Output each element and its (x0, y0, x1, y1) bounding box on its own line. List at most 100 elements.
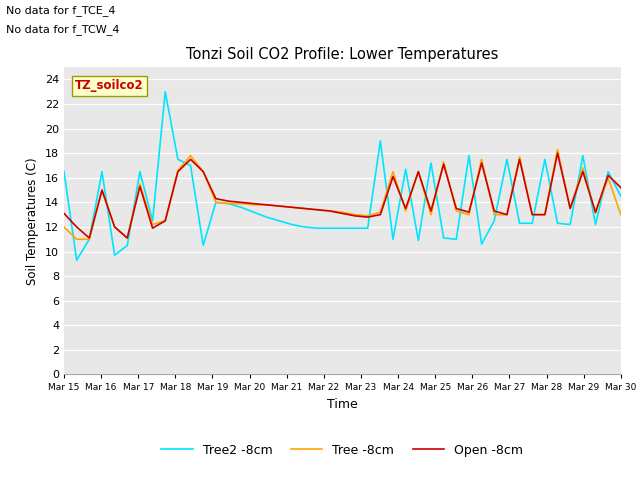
Open -8cm (313, 207, 321, 213)
Tree2 -8cm (212, 200, 220, 205)
Tree -8cm (339, 209, 346, 215)
Tree2 -8cm (301, 224, 308, 230)
Tree2 -8cm (288, 222, 296, 228)
Open -8cm (301, 205, 308, 211)
Tree2 -8cm (351, 225, 359, 231)
Tree -8cm (275, 203, 283, 209)
Tree2 -8cm (503, 156, 511, 162)
Tree -8cm (212, 200, 220, 205)
Open -8cm (554, 150, 561, 156)
Open -8cm (275, 203, 283, 209)
Tree2 -8cm (415, 238, 422, 243)
Open -8cm (529, 212, 536, 217)
Tree2 -8cm (427, 160, 435, 166)
Open -8cm (415, 169, 422, 175)
Tree2 -8cm (262, 214, 270, 220)
Open -8cm (339, 211, 346, 216)
Open -8cm (237, 200, 245, 205)
Tree -8cm (427, 212, 435, 217)
Tree -8cm (579, 165, 587, 171)
Open -8cm (199, 169, 207, 175)
Tree -8cm (617, 212, 625, 217)
Tree -8cm (465, 212, 473, 217)
Open -8cm (604, 172, 612, 178)
Open -8cm (136, 183, 144, 189)
Tree2 -8cm (465, 153, 473, 158)
Tree -8cm (86, 236, 93, 242)
Tree -8cm (591, 211, 599, 216)
Tree2 -8cm (541, 156, 548, 162)
Tree -8cm (187, 153, 195, 158)
Open -8cm (98, 187, 106, 193)
Tree -8cm (452, 208, 460, 214)
Tree -8cm (301, 205, 308, 211)
Open -8cm (124, 235, 131, 241)
Tree -8cm (529, 212, 536, 217)
Open -8cm (440, 161, 447, 167)
Open -8cm (86, 235, 93, 241)
Tree2 -8cm (339, 225, 346, 231)
Open -8cm (566, 205, 574, 211)
Tree2 -8cm (389, 236, 397, 242)
Text: No data for f_TCE_4: No data for f_TCE_4 (6, 5, 116, 16)
Open -8cm (579, 169, 587, 175)
Tree -8cm (174, 168, 182, 173)
Open -8cm (288, 204, 296, 210)
Tree -8cm (364, 213, 372, 219)
Tree -8cm (326, 208, 333, 214)
Open -8cm (402, 205, 410, 211)
Tree -8cm (148, 222, 156, 228)
Open -8cm (490, 208, 498, 214)
Y-axis label: Soil Temperatures (C): Soil Temperatures (C) (26, 157, 39, 285)
Tree2 -8cm (604, 169, 612, 175)
Open -8cm (364, 214, 372, 220)
Tree -8cm (477, 156, 485, 162)
Legend: Tree2 -8cm, Tree -8cm, Open -8cm: Tree2 -8cm, Tree -8cm, Open -8cm (156, 439, 529, 462)
Tree -8cm (237, 201, 245, 206)
Tree -8cm (225, 201, 232, 206)
Tree -8cm (262, 202, 270, 208)
Open -8cm (148, 225, 156, 231)
Tree2 -8cm (60, 169, 68, 175)
Tree -8cm (313, 207, 321, 213)
Tree2 -8cm (124, 242, 131, 248)
Tree -8cm (376, 209, 384, 215)
Tree -8cm (111, 224, 118, 230)
Tree2 -8cm (148, 218, 156, 224)
Tree -8cm (124, 235, 131, 241)
Tree -8cm (250, 202, 258, 208)
Open -8cm (174, 169, 182, 175)
Tree -8cm (351, 212, 359, 217)
Tree2 -8cm (376, 138, 384, 144)
Tree2 -8cm (452, 236, 460, 242)
Open -8cm (250, 201, 258, 206)
Line: Open -8cm: Open -8cm (64, 153, 621, 238)
Tree2 -8cm (174, 156, 182, 162)
Text: No data for f_TCW_4: No data for f_TCW_4 (6, 24, 120, 35)
Tree -8cm (503, 212, 511, 217)
Text: TZ_soilco2: TZ_soilco2 (75, 80, 144, 93)
Open -8cm (262, 202, 270, 208)
Open -8cm (212, 196, 220, 202)
Tree2 -8cm (579, 153, 587, 158)
Tree2 -8cm (326, 225, 333, 231)
Tree2 -8cm (275, 218, 283, 224)
Title: Tonzi Soil CO2 Profile: Lower Temperatures: Tonzi Soil CO2 Profile: Lower Temperatur… (186, 47, 499, 62)
Line: Tree -8cm: Tree -8cm (64, 150, 621, 239)
Open -8cm (516, 156, 524, 162)
Open -8cm (111, 224, 118, 230)
Line: Tree2 -8cm: Tree2 -8cm (64, 92, 621, 260)
Open -8cm (225, 198, 232, 204)
Tree2 -8cm (136, 169, 144, 175)
Tree -8cm (60, 224, 68, 230)
Open -8cm (591, 209, 599, 215)
Open -8cm (503, 212, 511, 217)
Tree2 -8cm (313, 225, 321, 231)
Tree2 -8cm (161, 89, 169, 95)
Tree2 -8cm (617, 193, 625, 199)
Tree2 -8cm (566, 222, 574, 228)
Tree -8cm (604, 175, 612, 180)
Open -8cm (376, 212, 384, 217)
Tree2 -8cm (237, 204, 245, 210)
Tree2 -8cm (554, 220, 561, 226)
